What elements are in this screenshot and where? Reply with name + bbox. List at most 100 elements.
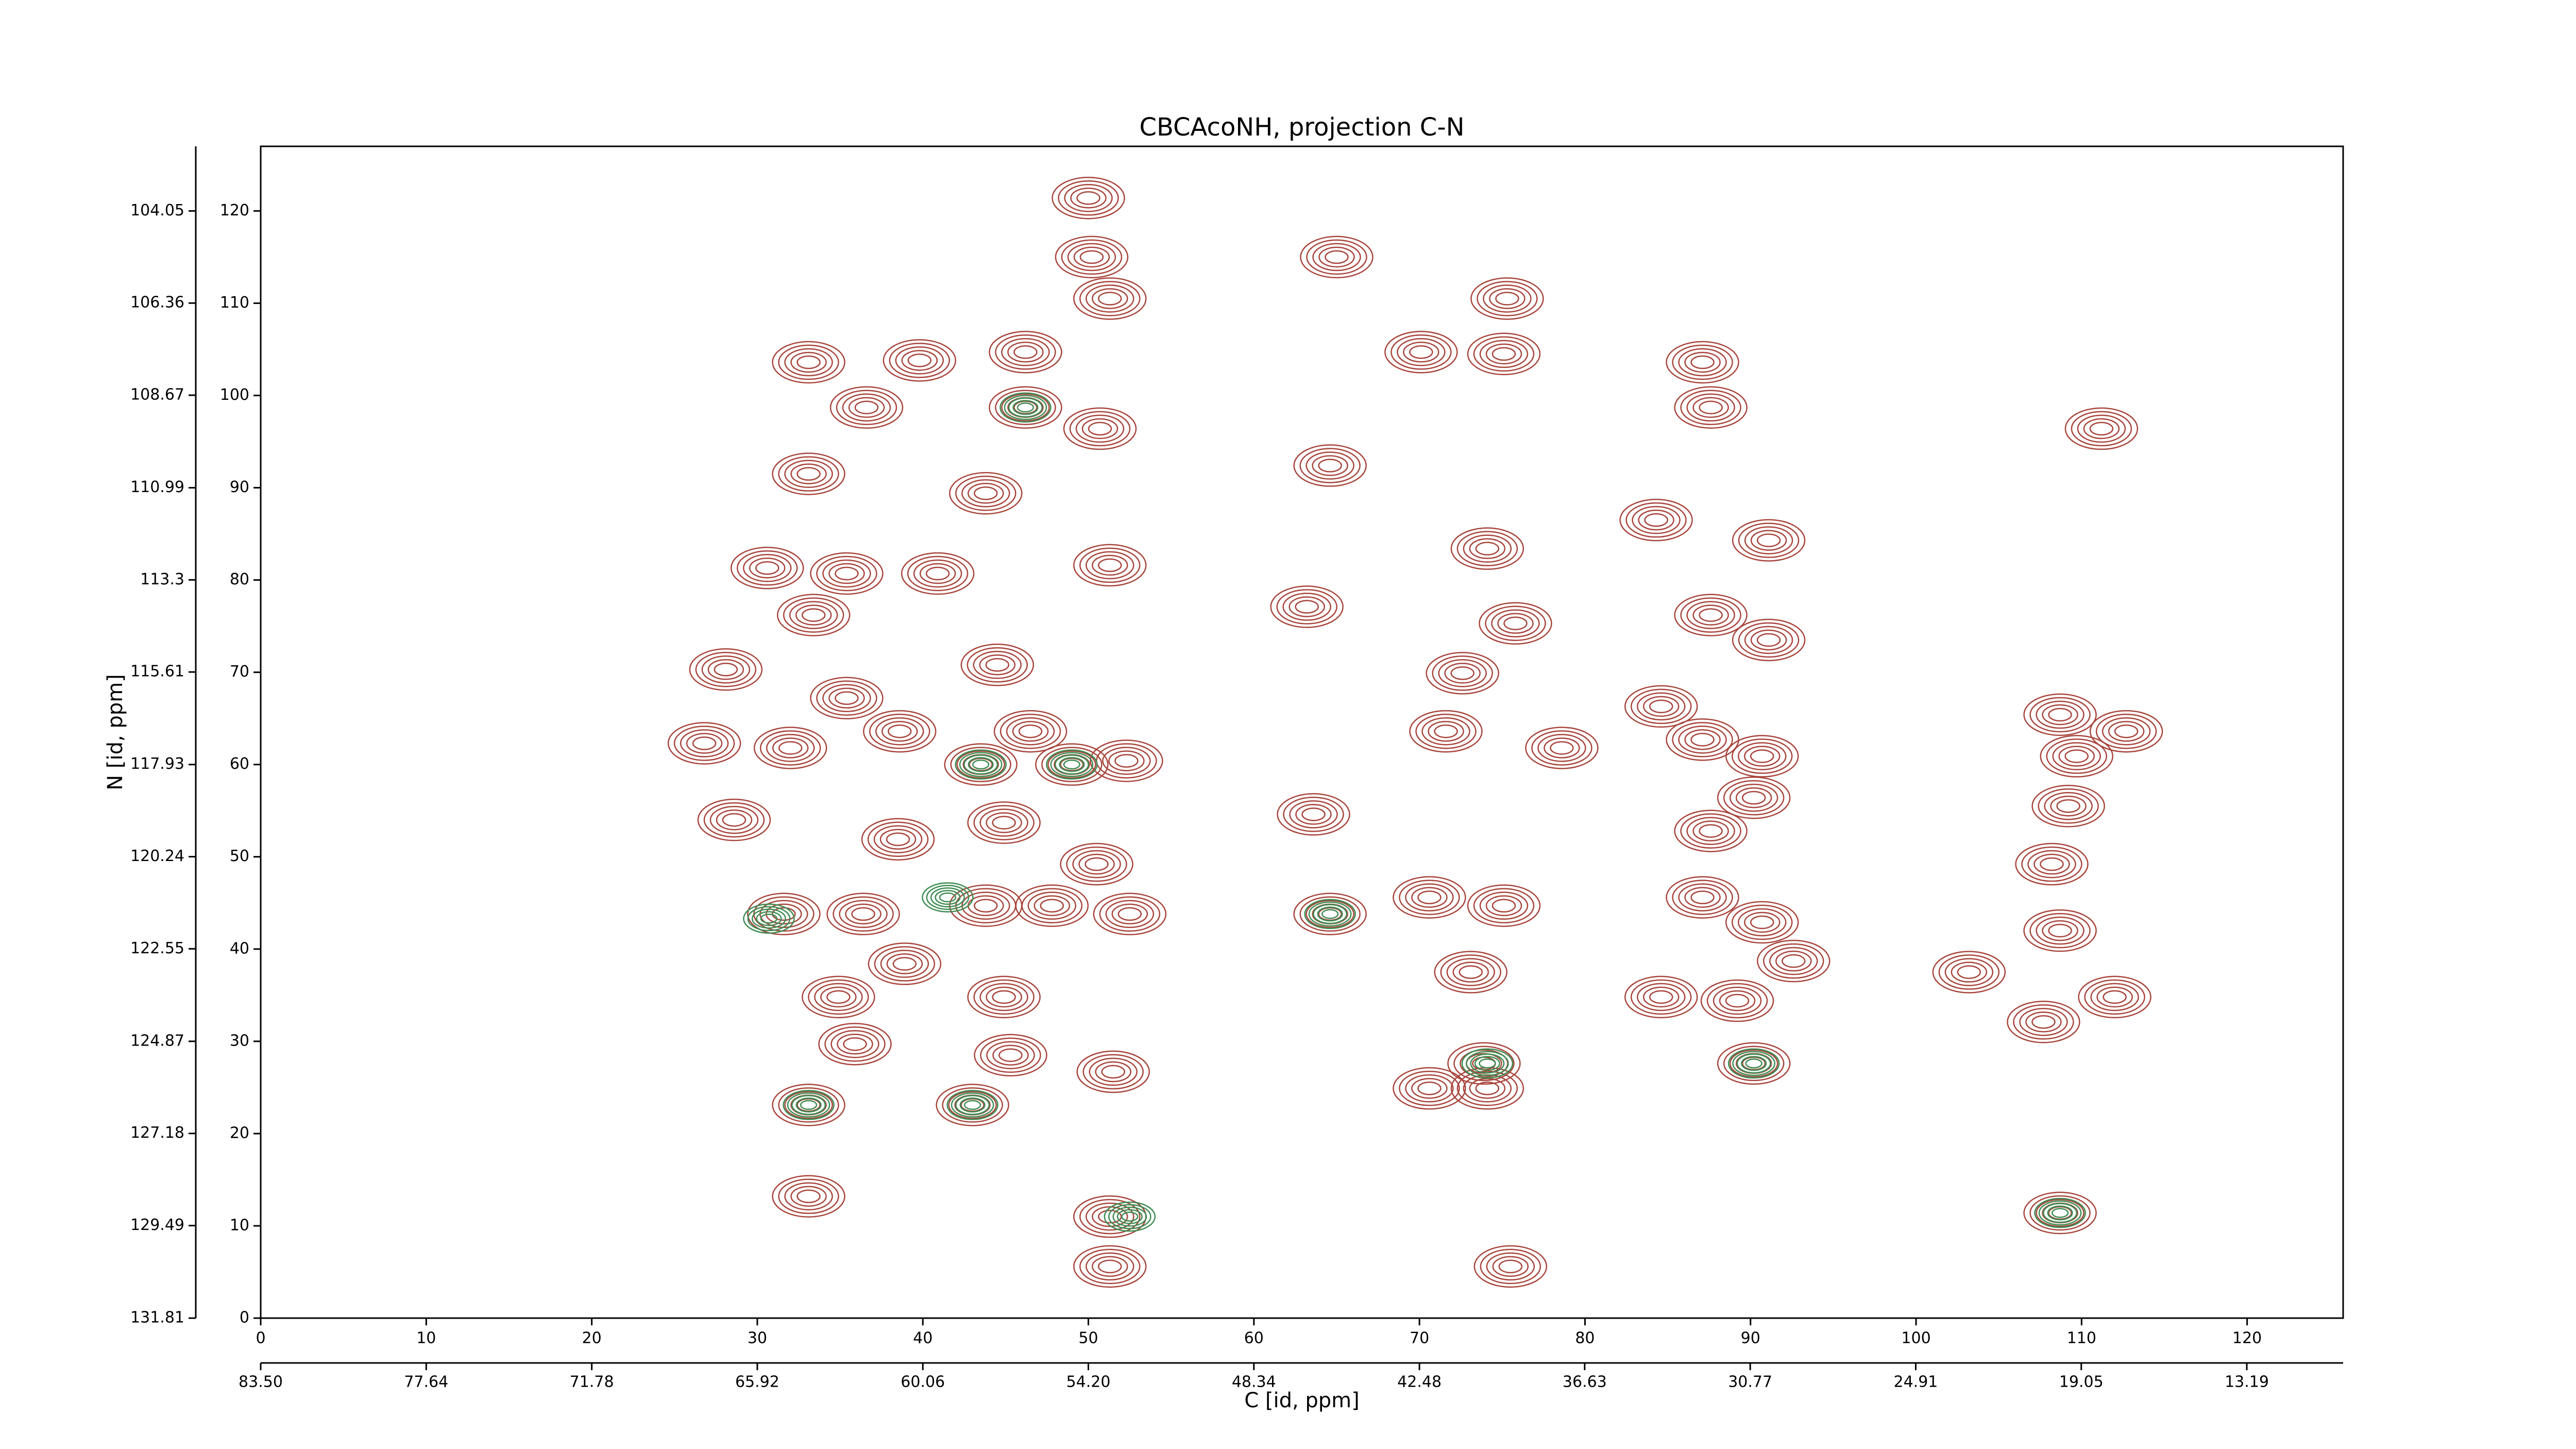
y-tick-label: 100 bbox=[220, 386, 249, 404]
y-tick-label: 80 bbox=[230, 570, 249, 588]
contour-line bbox=[1630, 979, 1692, 1015]
contour-peak bbox=[2078, 975, 2151, 1019]
y2-tick-label: 108.67 bbox=[130, 385, 184, 403]
contour-line bbox=[1438, 659, 1487, 687]
contour-line bbox=[1741, 1056, 1767, 1071]
contour-line bbox=[1642, 696, 1680, 717]
contour-line bbox=[1063, 760, 1081, 770]
contour-peak bbox=[1426, 652, 1499, 695]
contour-line bbox=[1055, 235, 1129, 279]
contour-line bbox=[1086, 1202, 1134, 1231]
contour-line bbox=[1325, 250, 1349, 264]
contour-line bbox=[1951, 962, 1988, 983]
contour-line bbox=[845, 903, 882, 924]
contour-line bbox=[1684, 729, 1721, 750]
contour-line bbox=[1301, 807, 1326, 821]
contour-peak bbox=[1725, 901, 1799, 944]
contour-line bbox=[995, 334, 1056, 370]
contour-line bbox=[1480, 1249, 1541, 1284]
contour-line bbox=[1731, 738, 1793, 774]
contour-line bbox=[1686, 601, 1735, 629]
x2-tick-label: 60.06 bbox=[901, 1373, 945, 1391]
contour-line bbox=[790, 463, 827, 484]
contour-line bbox=[913, 559, 962, 588]
contour-peak bbox=[1293, 444, 1367, 487]
contour-line bbox=[1495, 292, 1519, 306]
contour-line bbox=[979, 654, 1016, 676]
contour-line bbox=[2036, 1199, 2084, 1227]
contour-peak bbox=[1076, 1050, 1150, 1093]
contour-line bbox=[1040, 899, 1064, 913]
x-axis-label: C [id, ppm] bbox=[1244, 1389, 1360, 1412]
contour-line bbox=[1417, 890, 1442, 904]
contour-line bbox=[1064, 184, 1113, 212]
contour-line bbox=[873, 825, 923, 853]
contour-line bbox=[1729, 783, 1778, 812]
contour-peak bbox=[936, 1084, 1009, 1126]
contour-line bbox=[796, 467, 821, 481]
contour-line bbox=[1306, 451, 1354, 480]
contour-line bbox=[922, 882, 974, 913]
plot-frame bbox=[260, 145, 2344, 1319]
contour-line bbox=[2040, 735, 2113, 778]
contour-line bbox=[1417, 1081, 1442, 1096]
contour-line bbox=[2033, 853, 2070, 875]
contour-line bbox=[1729, 1049, 1778, 1078]
x-tick-label: 110 bbox=[2067, 1329, 2096, 1347]
contour-line bbox=[1079, 281, 1141, 316]
contour-line bbox=[795, 1097, 822, 1113]
contour-line bbox=[2023, 693, 2097, 736]
contour-line bbox=[2095, 713, 2157, 749]
contour-peak bbox=[772, 341, 845, 384]
contour-line bbox=[1101, 1065, 1125, 1079]
contour-line bbox=[1095, 1061, 1131, 1083]
contour-line bbox=[1300, 235, 1374, 279]
contour-line bbox=[1491, 609, 1540, 637]
contour-line bbox=[673, 726, 735, 761]
contour-line bbox=[686, 733, 723, 754]
contour-line bbox=[820, 986, 857, 1008]
contour-line bbox=[881, 720, 918, 742]
chart-title: CBCAcoNH, projection C-N bbox=[1139, 113, 1464, 142]
contour-line bbox=[796, 1098, 821, 1112]
x-tick-label: 90 bbox=[1741, 1329, 1760, 1347]
contour-line bbox=[967, 647, 1028, 683]
y-tick-label: 60 bbox=[230, 755, 249, 773]
contour-line bbox=[919, 563, 956, 584]
contour-line bbox=[1067, 243, 1116, 272]
contour-line bbox=[1692, 820, 1729, 841]
contour-line bbox=[1016, 402, 1035, 413]
contour-line bbox=[1092, 1256, 1128, 1277]
contour-line bbox=[1723, 1046, 1785, 1082]
contour-peak bbox=[1525, 727, 1599, 769]
contour-line bbox=[789, 601, 838, 629]
contour-line bbox=[1105, 900, 1155, 928]
contour-line bbox=[831, 1030, 879, 1058]
contour-line bbox=[1625, 502, 1687, 538]
y-tick-label: 10 bbox=[230, 1216, 249, 1234]
contour-line bbox=[2042, 920, 2078, 941]
contour-line bbox=[861, 818, 935, 861]
contour-line bbox=[901, 350, 938, 371]
contour-line bbox=[968, 895, 1004, 916]
contour-line bbox=[2027, 850, 2076, 879]
contour-line bbox=[936, 1084, 1009, 1126]
contour-line bbox=[778, 741, 803, 755]
contour-line bbox=[1033, 895, 1071, 916]
y-tick-label: 70 bbox=[230, 663, 249, 681]
contour-line bbox=[1079, 547, 1141, 583]
contour-line bbox=[716, 809, 753, 831]
contour-line bbox=[1086, 1252, 1134, 1280]
contour-line bbox=[778, 1087, 839, 1123]
contour-line bbox=[1938, 954, 2000, 990]
contour-line bbox=[1063, 407, 1137, 450]
contour-line bbox=[1001, 393, 1050, 422]
contour-line bbox=[680, 729, 729, 757]
contour-line bbox=[790, 1186, 827, 1207]
contour-line bbox=[955, 888, 1016, 923]
contour-line bbox=[2089, 710, 2163, 753]
contour-line bbox=[2114, 724, 2139, 738]
contour-line bbox=[867, 821, 929, 857]
contour-line bbox=[778, 456, 839, 492]
